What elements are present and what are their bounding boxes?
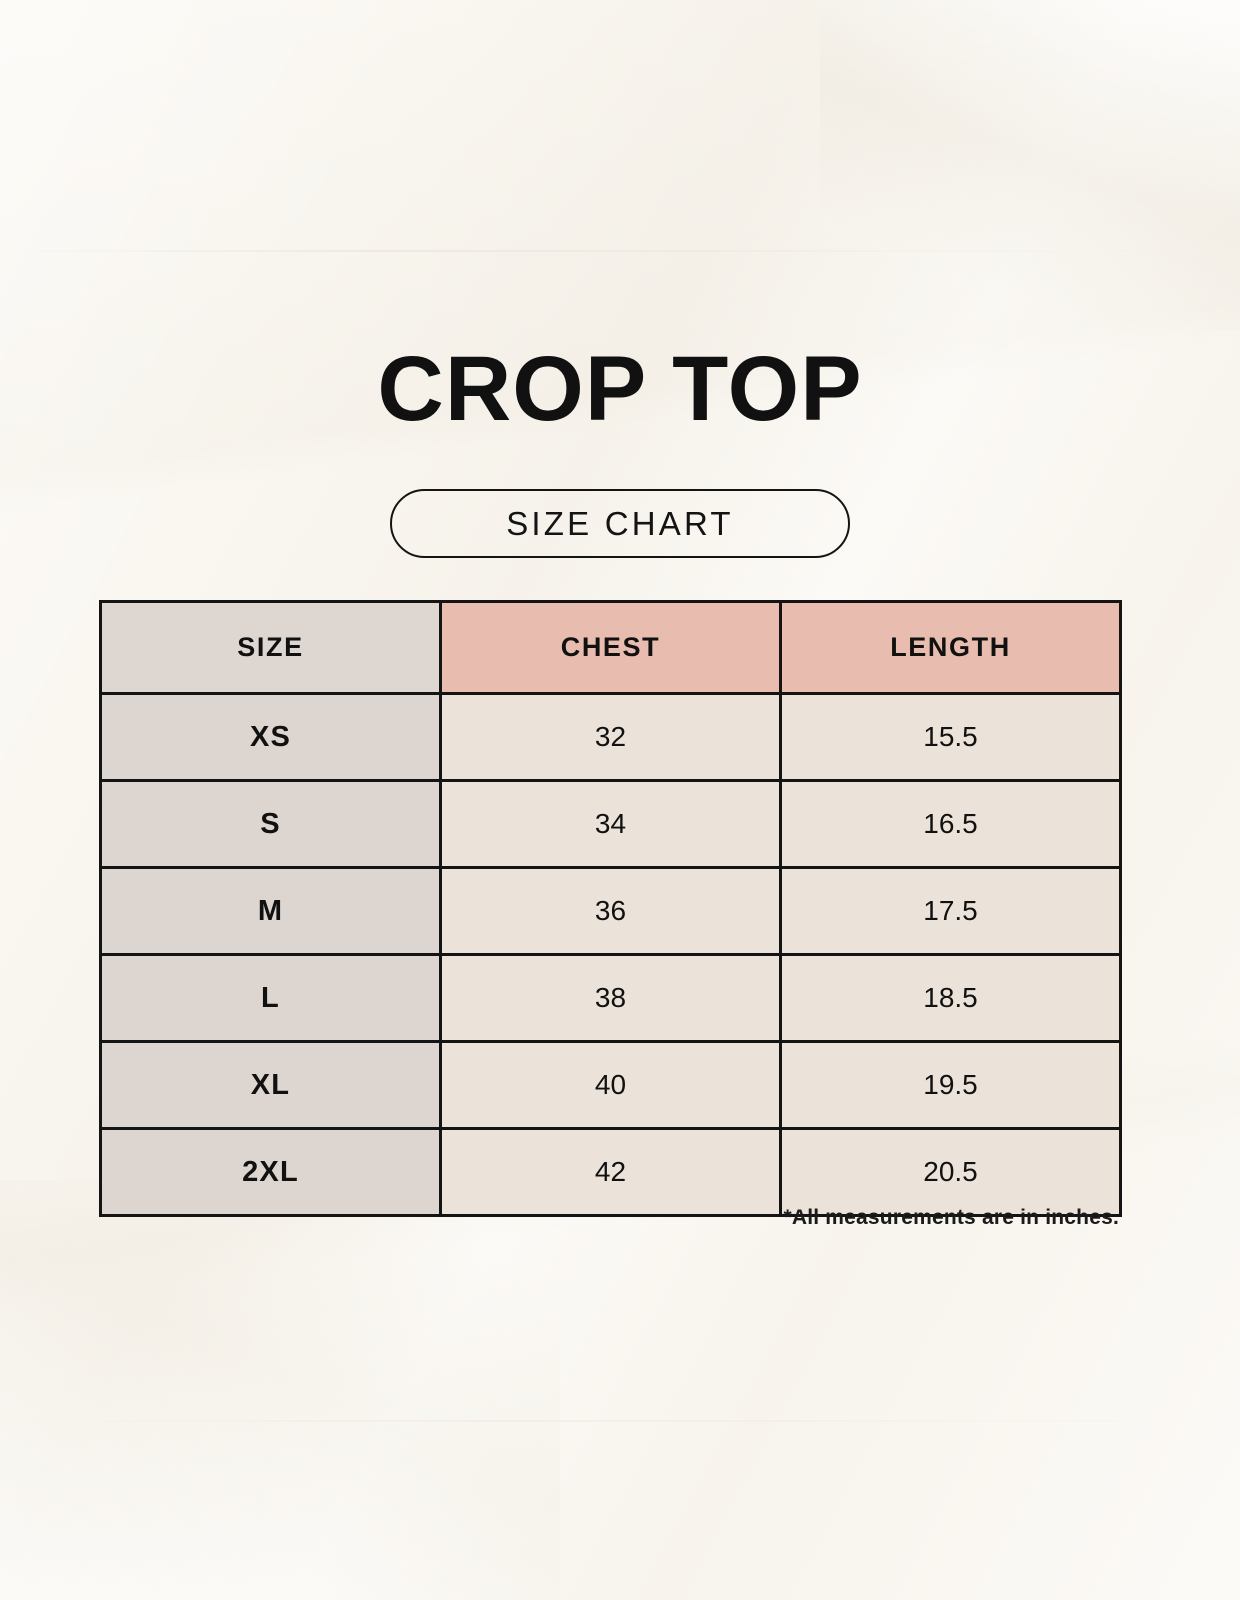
table-header: SIZE CHEST LENGTH xyxy=(99,600,1122,695)
cell-length: 20.5 xyxy=(779,1127,1122,1217)
size-chart-badge: SIZE CHART xyxy=(390,489,850,558)
table-row: S 34 16.5 xyxy=(99,779,1122,869)
size-chart-table: SIZE CHEST LENGTH XS 32 15.5 S 34 16.5 M xyxy=(99,600,1122,1217)
table-row: M 36 17.5 xyxy=(99,866,1122,956)
cell-chest: 38 xyxy=(439,953,782,1043)
table-header-row: SIZE CHEST LENGTH xyxy=(99,600,1122,695)
page-title: CROP TOP xyxy=(377,338,863,440)
column-header-size: SIZE xyxy=(99,600,442,695)
cell-length: 19.5 xyxy=(779,1040,1122,1130)
cell-size: M xyxy=(99,866,442,956)
column-header-length: LENGTH xyxy=(779,600,1122,695)
table-body: XS 32 15.5 S 34 16.5 M 36 17.5 L 38 xyxy=(99,692,1122,1217)
table-row: XL 40 19.5 xyxy=(99,1040,1122,1130)
cell-size: L xyxy=(99,953,442,1043)
cell-length: 15.5 xyxy=(779,692,1122,782)
size-chart-table-container: SIZE CHEST LENGTH XS 32 15.5 S 34 16.5 M xyxy=(99,600,1122,1217)
measurement-units-note: *All measurements are in inches. xyxy=(783,1206,1119,1229)
cell-length: 18.5 xyxy=(779,953,1122,1043)
table-row: L 38 18.5 xyxy=(99,953,1122,1043)
cell-size: XS xyxy=(99,692,442,782)
cell-length: 17.5 xyxy=(779,866,1122,956)
cell-size: 2XL xyxy=(99,1127,442,1217)
cell-chest: 34 xyxy=(439,779,782,869)
column-header-chest: CHEST xyxy=(439,600,782,695)
table-row: 2XL 42 20.5 xyxy=(99,1127,1122,1217)
cell-size: XL xyxy=(99,1040,442,1130)
cell-chest: 32 xyxy=(439,692,782,782)
cell-chest: 36 xyxy=(439,866,782,956)
cell-length: 16.5 xyxy=(779,779,1122,869)
cell-size: S xyxy=(99,779,442,869)
table-row: XS 32 15.5 xyxy=(99,692,1122,782)
badge-container: SIZE CHART xyxy=(0,489,1240,558)
cell-chest: 42 xyxy=(439,1127,782,1217)
cell-chest: 40 xyxy=(439,1040,782,1130)
